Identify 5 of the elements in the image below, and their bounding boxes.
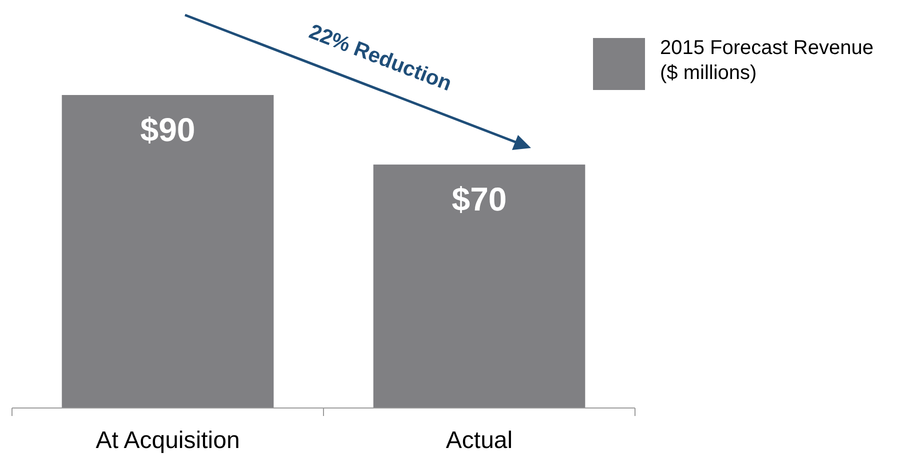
data-label: $70	[452, 180, 507, 218]
data-label: $90	[140, 111, 196, 148]
x-tick-label: At Acquisition	[96, 427, 240, 454]
text: 2015 Forecast Revenue ($ millions)	[660, 37, 880, 84]
x-tick-label: Actual	[446, 427, 513, 454]
